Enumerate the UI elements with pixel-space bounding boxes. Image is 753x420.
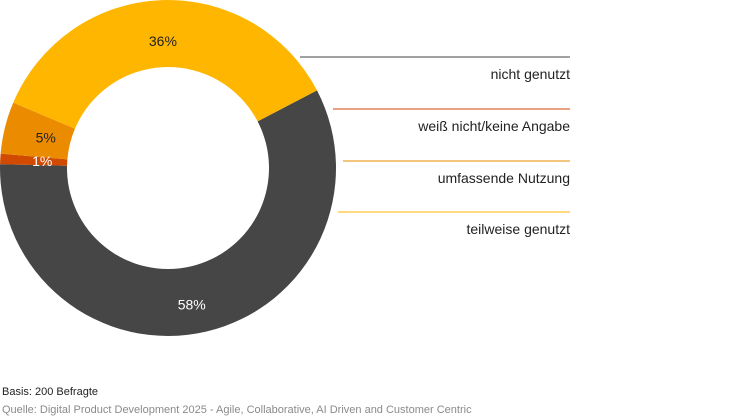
slice-teilweise-genutzt	[13, 0, 318, 129]
donut-chart: nicht genutzt weiß nicht/keine Angabe umfa…	[0, 0, 570, 336]
legend-entry-label: teilweise genutzt	[466, 221, 570, 237]
slice-nicht-genutzt	[0, 90, 336, 336]
source-note: Quelle: Digital Product Development 2025…	[2, 404, 472, 416]
legend-labels: nicht genutzt weiß nicht/keine Angabe umfa…	[417, 66, 570, 237]
legend-entry-label: weiß nicht/keine Angabe	[417, 118, 570, 134]
basis-note: Basis: 200 Befragte	[2, 386, 99, 398]
slice-value-label: 1%	[32, 153, 52, 169]
slice-value-label: 36%	[149, 33, 177, 49]
slice-labels: 58% 1% 5% 36%	[32, 33, 206, 312]
legend-entry-label: nicht genutzt	[491, 66, 570, 82]
slice-value-label: 5%	[36, 130, 56, 146]
legend-lines	[300, 56, 570, 213]
legend-entry-label: umfassende Nutzung	[438, 170, 570, 186]
donut-slices	[0, 0, 336, 336]
slice-value-label: 58%	[178, 296, 206, 312]
slice-wei-nicht-keine-angabe	[0, 153, 68, 166]
slice-umfassende-nutzung	[0, 102, 75, 160]
